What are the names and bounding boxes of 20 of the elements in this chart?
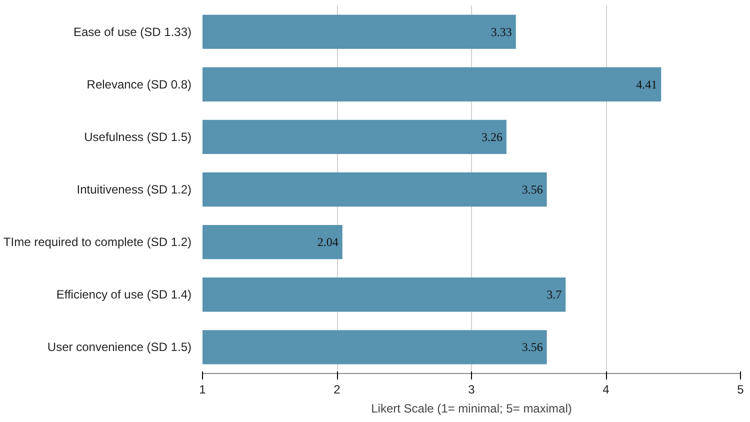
data-label: 3.56 xyxy=(522,182,543,196)
x-tick-label: 2 xyxy=(334,382,341,396)
x-tick-label: 3 xyxy=(468,382,476,396)
data-label: 3.26 xyxy=(481,130,502,144)
y-tick-label: Usefulness (SD 1.5) xyxy=(84,130,192,144)
data-label: 4.41 xyxy=(636,77,658,92)
data-label: 3.33 xyxy=(490,24,512,39)
data-label: 2.04 xyxy=(317,235,338,250)
x-tick-label: 1 xyxy=(199,382,206,396)
data-label: 3.56 xyxy=(522,340,543,354)
x-tick-label: 5 xyxy=(737,382,744,396)
y-tick-label: TIme required to complete (SD 1.2) xyxy=(3,235,192,250)
y-tick-label: Relevance (SD 0.8) xyxy=(86,77,192,92)
x-axis-title: Likert Scale (1= minimal; 5= maximal) xyxy=(371,402,572,416)
x-tick-label: 4 xyxy=(602,382,610,396)
y-tick-label: Intuitiveness (SD 1.2) xyxy=(76,182,192,196)
y-tick-label: Ease of use (SD 1.33) xyxy=(73,24,192,39)
data-label: 3.7 xyxy=(546,288,562,302)
y-tick-label: User convenience (SD 1.5) xyxy=(47,340,192,354)
y-tick-label: Efficiency of use (SD 1.4) xyxy=(56,288,192,302)
